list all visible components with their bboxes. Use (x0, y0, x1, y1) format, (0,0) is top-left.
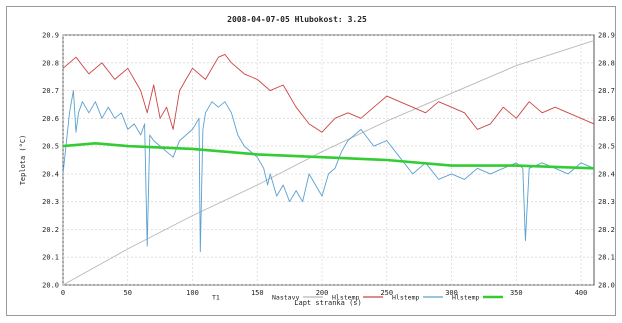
x-tick-label: 100 (186, 289, 199, 297)
x-tick-label: 250 (380, 289, 393, 297)
grid-layer (62, 34, 594, 286)
y-tick-label: 20.1 (42, 254, 59, 262)
y2-tick-label: 28.80 (598, 59, 615, 67)
legend-label: T1 (212, 294, 220, 302)
chart-frame: 2008-04-07-05 Hlubokost: 3.25 20.0 20.1 20… (6, 6, 616, 316)
series-line-4 (62, 142, 595, 170)
y-tick-label: 20.8 (42, 59, 59, 67)
x-tick-label: 200 (316, 289, 329, 297)
series-line-3 (62, 90, 595, 253)
y2-tick-layer: 28.00 28.10 28.20 28.30 28.40 28.50 28.60 28.70… (598, 32, 615, 290)
y-tick-label: 20.0 (42, 282, 59, 290)
y-tick-layer: 20.0 20.1 20.2 20.3 20.4 20.5 20.6 20.7 20.8 20.9 (42, 32, 59, 290)
x-axis-label: Lapt stranka (s) (294, 299, 361, 307)
y2-tick-label: 28.00 (598, 282, 615, 290)
series-line-1 (62, 40, 595, 286)
legend-label: Hlstemp (452, 294, 479, 302)
y-tick-label: 20.3 (42, 198, 59, 206)
y2-tick-label: 28.50 (598, 143, 615, 151)
chart-title: 2008-04-07-05 Hlubokost: 3.25 (227, 15, 367, 24)
y2-tick-label: 28.60 (598, 115, 615, 123)
x-tick-layer: 0 50 100 150 200 250 300 350 400 (61, 289, 587, 297)
plot-area (62, 34, 595, 286)
y2-tick-label: 28.10 (598, 254, 615, 262)
x-tick-label: 350 (510, 289, 523, 297)
y-tick-label: 20.9 (42, 32, 59, 40)
y-tick-label: 20.2 (42, 226, 59, 234)
x-tick-label: 300 (445, 289, 458, 297)
series-line-2 (62, 53, 595, 133)
y-tick-label: 20.7 (42, 87, 59, 95)
chart-svg: 2008-04-07-05 Hlubokost: 3.25 20.020.120… (19, 15, 615, 307)
x-tick-label: 400 (575, 289, 588, 297)
series-layer (62, 40, 595, 286)
y-tick-label: 20.5 (42, 143, 59, 151)
y2-tick-label: 28.40 (598, 170, 615, 178)
y-tick-label: 20.4 (42, 170, 59, 178)
y-tick-label: 20.6 (42, 115, 59, 123)
x-tick-label: 0 (61, 289, 65, 297)
x-tick-label: 150 (251, 289, 264, 297)
x-tick-label: 50 (124, 289, 132, 297)
y-axis-label: Teplota (°C) (19, 135, 27, 186)
y2-tick-label: 28.20 (598, 226, 615, 234)
y2-tick-label: 28.90 (598, 32, 615, 40)
y2-tick-label: 28.70 (598, 87, 615, 95)
legend-label: Hlstemp (332, 294, 359, 302)
legend-label: Nastavy (272, 294, 299, 302)
legend-label: Hlstemp (392, 294, 419, 302)
y2-tick-label: 28.30 (598, 198, 615, 206)
legend: T1 Nastavy Hlstemp Hlstemp Hlstemp (212, 294, 503, 302)
